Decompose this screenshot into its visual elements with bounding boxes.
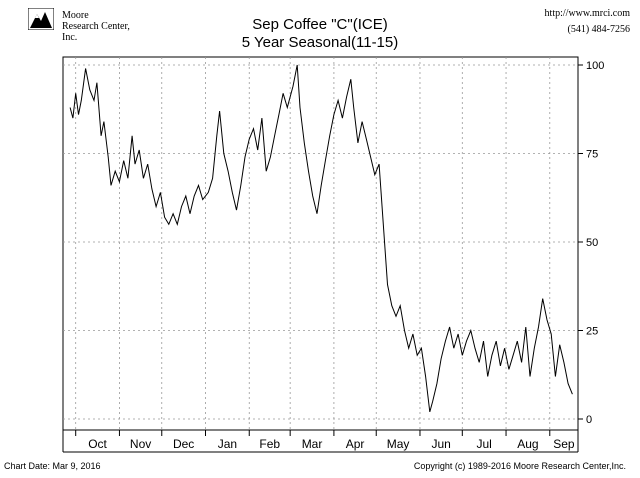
- x-tick-label: Feb: [259, 437, 280, 451]
- x-tick-label: Apr: [346, 437, 365, 451]
- chart-date: Chart Date: Mar 9, 2016: [4, 461, 101, 471]
- x-tick-label: Jun: [431, 437, 450, 451]
- x-tick-label: Sep: [553, 437, 575, 451]
- x-tick-label: Aug: [517, 437, 538, 451]
- company-name: Moore Research Center, Inc.: [62, 10, 146, 43]
- copyright-notice: Copyright (c) 1989-2016 Moore Research C…: [413, 461, 626, 471]
- mountain-logo-icon: [28, 8, 54, 30]
- x-tick-label: Dec: [173, 437, 194, 451]
- y-tick-label: 100: [586, 60, 604, 72]
- series-line: [69, 64, 573, 413]
- x-tick-label: Jul: [476, 437, 491, 451]
- x-tick-label: Jan: [218, 437, 237, 451]
- x-tick-label: May: [387, 437, 410, 451]
- x-tick-label: Nov: [130, 437, 151, 451]
- y-tick-label: 50: [586, 237, 598, 249]
- x-tick-label: Mar: [302, 437, 323, 451]
- contact-info: http://www.mrci.com (541) 484-7256: [545, 6, 630, 38]
- logo-line2: Research Center, Inc.: [62, 21, 130, 43]
- phone-number: (541) 484-7256: [567, 24, 631, 35]
- chart-title: Sep Coffee "C"(ICE): [252, 16, 388, 33]
- y-tick-label: 0: [586, 414, 592, 426]
- company-logo: Moore Research Center, Inc.: [28, 6, 146, 43]
- plot-frame: [62, 56, 579, 431]
- logo-line1: Moore: [62, 10, 89, 21]
- y-tick-label: 75: [586, 149, 598, 161]
- website-url: http://www.mrci.com: [544, 8, 630, 19]
- y-tick-label: 25: [586, 326, 598, 338]
- chart-subtitle: 5 Year Seasonal(11-15): [241, 34, 399, 51]
- x-tick-label: Oct: [88, 437, 107, 451]
